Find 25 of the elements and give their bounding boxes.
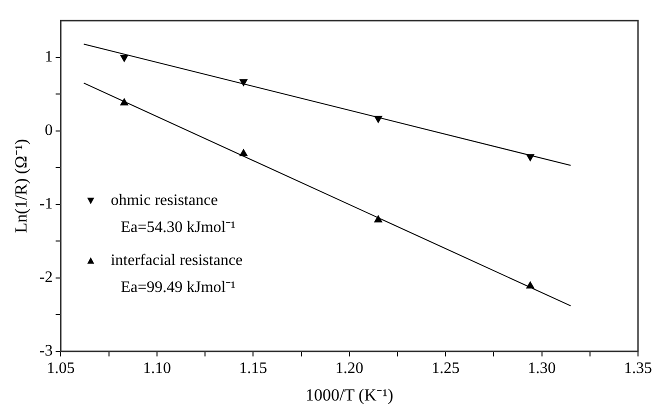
y-tick-label: -2 (39, 269, 53, 286)
y-axis-title: Ln(1/R) (Ω⁻¹) (12, 138, 31, 234)
point (526, 281, 534, 288)
x-tick-label: 1.20 (335, 360, 364, 378)
point (374, 116, 382, 123)
point (120, 54, 128, 62)
legend-label: interfacial resistance (110, 252, 243, 269)
x-tick-label: 1.35 (624, 360, 652, 378)
annotation: Ea=54.30 kJmol⁻¹ (120, 218, 236, 236)
point (526, 154, 534, 162)
x-tick-label: 1.25 (432, 360, 460, 378)
y-tick-label: 0 (44, 122, 53, 140)
annotation: Ea=99.49 kJmol⁻¹ (120, 278, 236, 296)
y-tick-label: -3 (39, 342, 53, 360)
x-tick-label: 1.05 (46, 360, 75, 378)
x-tick-label: 1.30 (528, 360, 556, 378)
point (240, 79, 248, 86)
x-tick-label: 1.10 (142, 360, 171, 378)
point (240, 149, 248, 156)
x-tick-label: 1.15 (239, 360, 268, 378)
y-tick-label: -1 (39, 196, 53, 213)
y-tick-label: 1 (44, 48, 53, 66)
point (374, 215, 382, 222)
legend-label: ohmic resistance (110, 192, 218, 209)
x-axis-title: 1000/T (K⁻¹) (305, 385, 394, 404)
